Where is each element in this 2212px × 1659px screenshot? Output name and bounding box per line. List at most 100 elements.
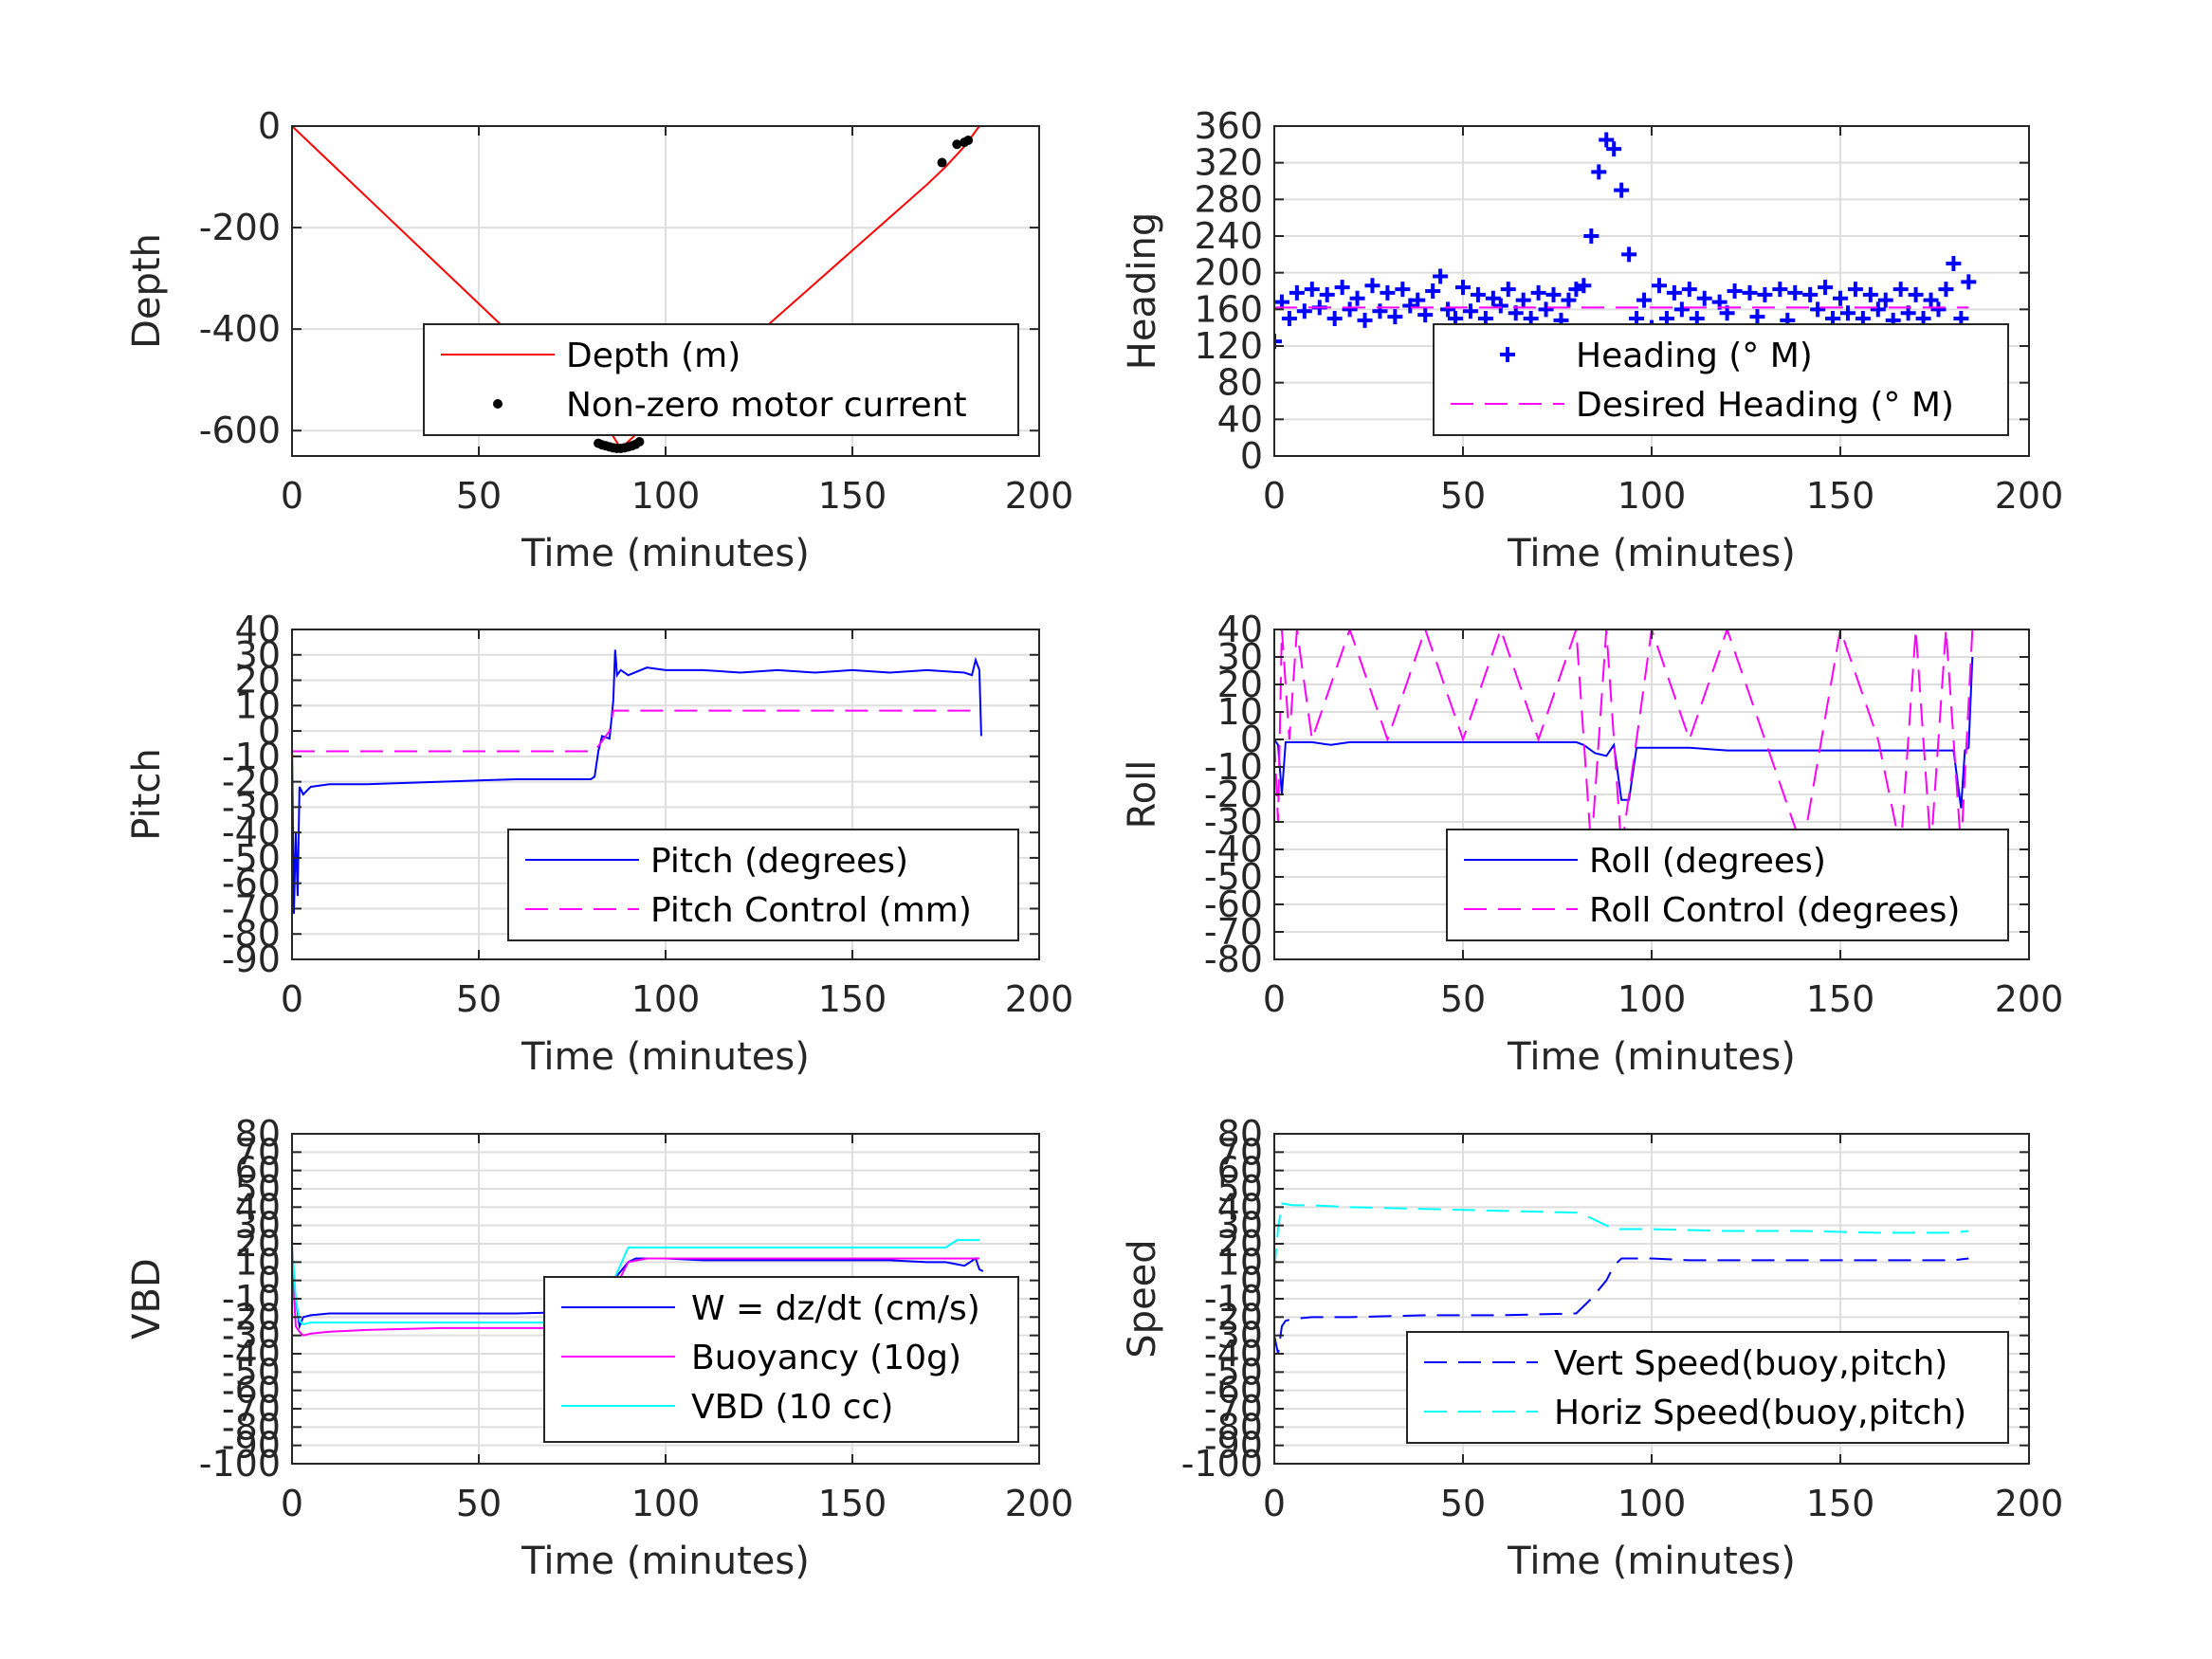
x-tick-label: 150 [818, 475, 887, 517]
data-point [1500, 282, 1516, 298]
y-tick-label: 200 [1194, 252, 1263, 294]
data-point [1599, 132, 1615, 148]
y-tick-label: -40 [1204, 1333, 1263, 1375]
series-line-1 [1274, 1257, 1969, 1355]
legend-box [507, 829, 1019, 941]
y-tick-label: -50 [1204, 856, 1263, 898]
y-tick-label: -50 [222, 1351, 281, 1393]
y-tick-label: 70 [1217, 1131, 1263, 1173]
y-tick-label: 20 [1217, 1223, 1263, 1265]
x-tick-label: 150 [1806, 475, 1875, 517]
y-tick-label: -100 [1181, 1443, 1263, 1485]
y-tick-label: 60 [1217, 1150, 1263, 1192]
y-tick-label: 30 [235, 1205, 281, 1247]
data-point [1326, 311, 1343, 326]
legend-label: VBD (10 cc) [691, 1388, 893, 1427]
legend-box [1446, 829, 2009, 941]
y-tick-label: -20 [1204, 1296, 1263, 1338]
data-point [1772, 282, 1788, 298]
y-tick-label: -90 [222, 1425, 281, 1467]
y-tick-label: -100 [199, 1443, 281, 1485]
data-layer [1274, 1202, 1969, 1355]
y-tick-label: -50 [1204, 1351, 1263, 1393]
legend: W = dz/dt (cm/s) Buoyancy (10g) VBD (10 cc… [543, 1276, 1019, 1443]
x-tick-label: 150 [1806, 978, 1875, 1020]
data-point [1296, 303, 1312, 319]
data-point [1561, 292, 1577, 308]
x-tick-label: 100 [1618, 978, 1687, 1020]
data-point [1387, 309, 1403, 325]
data-point [1749, 309, 1765, 325]
data-point [1862, 286, 1878, 302]
data-point [1961, 274, 1977, 290]
data-point [1364, 278, 1380, 294]
data-point [1892, 282, 1909, 298]
x-tick-label: 0 [281, 1483, 303, 1524]
data-layer [292, 649, 982, 914]
legend-label: Pitch (degrees) [650, 842, 908, 881]
data-point [1545, 286, 1562, 302]
y-tick-label: 30 [235, 634, 281, 676]
y-tick-label: 50 [1217, 1168, 1263, 1210]
data-point [1455, 280, 1471, 296]
x-tick-label: 100 [1618, 1483, 1687, 1524]
legend-marker [493, 399, 503, 409]
data-point [1839, 305, 1856, 321]
y-tick-label: -40 [222, 811, 281, 853]
data-point [1357, 312, 1373, 328]
y-tick-label: -600 [199, 410, 281, 451]
x-tick-label: 0 [1263, 1483, 1286, 1524]
y-tick-label: 80 [1217, 362, 1263, 404]
subplot-1: 0 50 100 150 200 0 -200 -400 -600 Time (minutes) D… [125, 105, 1073, 575]
data-point [1666, 284, 1682, 301]
subplot-3: 0 50 100 150 200403020100-10-20-30-40-50-60-… [125, 609, 1073, 1079]
data-point [1289, 284, 1305, 301]
y-tick-label: -60 [1204, 884, 1263, 925]
y-tick-label: -30 [222, 786, 281, 828]
x-tick-label: 150 [1806, 1483, 1875, 1524]
data-point [1425, 283, 1441, 299]
y-tick-label: -90 [222, 939, 281, 980]
data-point [1938, 282, 1954, 298]
legend-label: Non-zero motor current [566, 386, 967, 425]
legend-label: Roll (degrees) [1589, 842, 1826, 881]
legend-label: Heading (° M) [1576, 337, 1813, 375]
y-tick-label: -70 [1204, 1388, 1263, 1430]
x-tick-label: 200 [1005, 1483, 1074, 1524]
y-tick-label: -90 [1204, 1425, 1263, 1467]
x-tick-label: 50 [456, 978, 502, 1020]
y-tick-label: -200 [199, 207, 281, 248]
y-tick-label: 40 [1217, 609, 1263, 650]
data-point [1462, 303, 1478, 319]
legend-box [1406, 1331, 2009, 1444]
x-tick-label: 100 [631, 978, 701, 1020]
y-tick-label: 360 [1194, 105, 1263, 147]
y-tick-label: -80 [1204, 1406, 1263, 1448]
data-point [1742, 284, 1758, 301]
data-point [1877, 292, 1893, 308]
data-point [634, 437, 645, 447]
data-point [1410, 292, 1426, 308]
data-point [952, 139, 962, 150]
subplot-6: 0 50 100 150 20080706050403020100-10-20-30-4… [1121, 1113, 2063, 1583]
data-point [1334, 280, 1350, 296]
y-tick-label: -80 [222, 913, 281, 955]
y-tick-label: -20 [222, 761, 281, 803]
data-point [1349, 290, 1365, 306]
y-tick-label: 50 [235, 1168, 281, 1210]
x-axis-label: Time (minutes) [521, 1035, 810, 1079]
y-tick-label: 40 [235, 609, 281, 650]
legend: Depth (m) Non-zero motor current [423, 323, 1019, 436]
data-point [1372, 303, 1388, 319]
data-point [1319, 286, 1335, 302]
y-tick-label: 70 [235, 1131, 281, 1173]
legend: Heading (° M) Desired Heading (° M) [1433, 323, 2009, 436]
subplot-5: 0 50 100 150 20080706050403020100-10-20-30-4… [125, 1113, 1073, 1583]
y-tick-label: 60 [235, 1150, 281, 1192]
y-tick-label: -70 [1204, 911, 1263, 953]
y-tick-label: -10 [222, 736, 281, 777]
x-axis-label: Time (minutes) [1507, 1540, 1796, 1583]
legend-label: Depth (m) [566, 337, 740, 375]
data-point [1606, 141, 1622, 157]
subplot-4: 0 50 100 150 200403020100-10-20-30-40-50-60-… [1121, 609, 2063, 1079]
